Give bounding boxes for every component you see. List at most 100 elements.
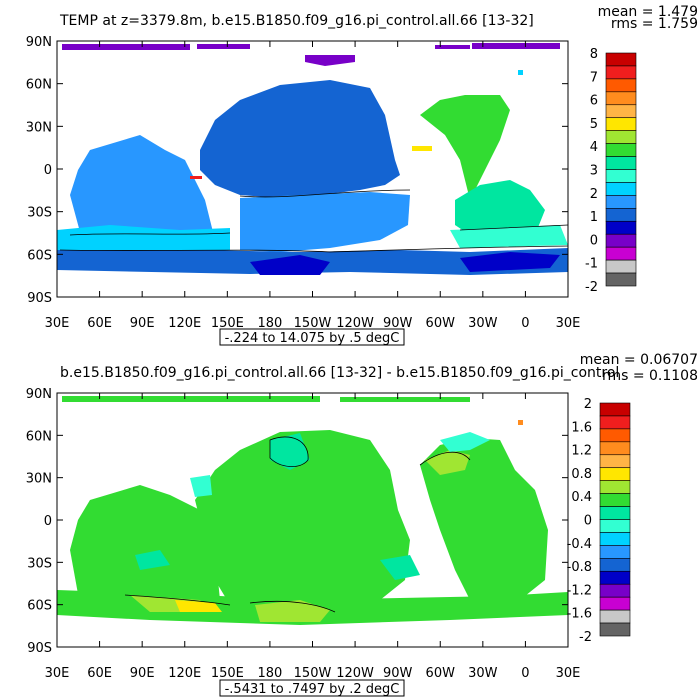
colorbar-label: 2 bbox=[584, 397, 592, 412]
lat-label: 90N bbox=[26, 35, 52, 50]
colorbar-swatch bbox=[599, 428, 631, 443]
lat-label: 60N bbox=[26, 429, 52, 444]
spot-2 bbox=[190, 176, 202, 179]
panel-2-map bbox=[57, 396, 568, 625]
warm-patch-3 bbox=[255, 600, 330, 622]
lat-label: 30N bbox=[26, 472, 52, 487]
spot-1 bbox=[518, 70, 523, 75]
panel-2-ticks bbox=[56, 392, 569, 648]
colorbar-swatch bbox=[599, 493, 631, 507]
panel-2: b.e15.B1850.f09_g16.pi_control.all.66 [1… bbox=[26, 352, 698, 697]
lon-label: 60E bbox=[87, 666, 112, 681]
colorbar-swatch bbox=[605, 220, 637, 235]
lat-label: 90N bbox=[26, 387, 52, 402]
arctic-strip bbox=[62, 396, 470, 402]
colorbar-swatch bbox=[599, 506, 631, 520]
colorbar-swatch bbox=[599, 622, 631, 637]
panel-2-rms: rms = 0.1108 bbox=[602, 368, 698, 384]
colorbar-label: 8 bbox=[590, 47, 598, 62]
colorbar-swatch bbox=[599, 519, 631, 533]
panel-2-lat-labels: 90N 60N 30N 0 30S 60S 90S bbox=[26, 387, 52, 656]
lon-label: 120W bbox=[336, 666, 374, 681]
colorbar-swatch bbox=[605, 182, 637, 196]
lat-label: 30S bbox=[27, 556, 52, 571]
colorbar-swatch bbox=[599, 454, 631, 469]
atlantic-south-band bbox=[450, 225, 568, 248]
colorbar-swatch bbox=[605, 91, 637, 106]
lon-label: 30W bbox=[468, 666, 498, 681]
colorbar-label: 2 bbox=[590, 187, 598, 202]
cool-patch-2 bbox=[190, 432, 490, 497]
colorbar-label: 0 bbox=[584, 514, 592, 529]
lon-label: 30E bbox=[556, 316, 581, 331]
lon-label: 150W bbox=[294, 316, 332, 331]
colorbar-swatch bbox=[599, 480, 631, 494]
colorbar-label: 1.2 bbox=[571, 444, 592, 459]
panel-1-lon-labels: 30E 60E 90E 120E 150E 180 150W 120W 90W 60W 30W 0 30… bbox=[45, 316, 581, 331]
colorbar-swatch bbox=[605, 117, 637, 131]
warm-patch-1 bbox=[130, 450, 470, 612]
lon-label: 60W bbox=[426, 666, 456, 681]
colorbar-swatch bbox=[599, 467, 631, 481]
indian-ocean bbox=[70, 485, 220, 605]
panel-2-lon-labels: 30E 60E 90E 120E 150E 180 150W 120W 90W 60W 30W 0 30… bbox=[45, 666, 581, 681]
warm-patch-2 bbox=[175, 600, 222, 612]
north-pacific bbox=[200, 80, 400, 198]
lat-label: 30N bbox=[26, 120, 52, 135]
panel-1-lat-labels: 90N 60N 30N 0 30S 60S 90S bbox=[26, 35, 52, 306]
colorbar-swatch bbox=[599, 558, 631, 572]
contour-lines bbox=[59, 189, 568, 253]
colorbar-swatch bbox=[599, 609, 631, 624]
panel-1-mean: mean = 1.479 bbox=[598, 4, 698, 20]
contour-lines bbox=[124, 436, 471, 613]
colorbar-label: 6 bbox=[590, 94, 598, 109]
spot-1 bbox=[518, 420, 523, 425]
lon-label: 150E bbox=[211, 316, 244, 331]
colorbar-label: -1 bbox=[585, 257, 598, 272]
lat-label: 90S bbox=[27, 641, 52, 656]
south-atlantic bbox=[455, 180, 545, 238]
colorbar-label: -2 bbox=[585, 280, 598, 295]
lat-label: 90S bbox=[27, 291, 52, 306]
colorbar-swatch bbox=[599, 441, 631, 456]
north-atlantic bbox=[420, 95, 510, 200]
colorbar-swatch bbox=[599, 532, 631, 546]
colorbar-swatch bbox=[605, 246, 637, 261]
panel-2-colorbar: 2 1.6 1.2 0.8 0.4 0 -0.4 -0.8 -1.2 -1.6 -2 bbox=[567, 397, 631, 645]
panel-2-mean: mean = 0.06707 bbox=[580, 352, 698, 368]
panel-2-range-box bbox=[219, 679, 405, 697]
colorbar-label: 1.6 bbox=[571, 420, 592, 435]
indian-ocean-deep bbox=[57, 225, 230, 252]
colorbar-label: -1.6 bbox=[567, 607, 592, 622]
lon-label: 30W bbox=[468, 316, 498, 331]
lat-label: 0 bbox=[44, 163, 52, 178]
lon-label: 0 bbox=[521, 666, 529, 681]
colorbar-swatch bbox=[605, 104, 637, 119]
panel-1-map bbox=[57, 43, 568, 275]
deep-trough bbox=[250, 252, 560, 275]
lon-label: 180 bbox=[258, 666, 283, 681]
colorbar-swatch bbox=[605, 259, 637, 274]
colorbar-label: -0.8 bbox=[567, 560, 592, 575]
lon-label: 90W bbox=[383, 316, 413, 331]
south-pacific bbox=[240, 192, 410, 252]
atlantic bbox=[420, 438, 548, 600]
lon-label: 30E bbox=[45, 316, 70, 331]
cool-patch-1 bbox=[135, 433, 420, 580]
colorbar-swatch bbox=[605, 208, 637, 222]
lat-label: 30S bbox=[27, 206, 52, 221]
colorbar-label: 7 bbox=[590, 70, 598, 85]
panel-2-range-label: -.5431 to .7497 by .2 degC bbox=[225, 682, 400, 697]
colorbar-label: 5 bbox=[590, 117, 598, 132]
colorbar-label: 1 bbox=[590, 210, 598, 225]
lat-label: 60S bbox=[27, 248, 52, 263]
lon-label: 30E bbox=[45, 666, 70, 681]
colorbar-swatch bbox=[605, 156, 637, 170]
colorbar-swatch bbox=[605, 272, 637, 287]
lon-label: 120E bbox=[168, 666, 201, 681]
colorbar-swatch bbox=[605, 52, 637, 67]
colorbar-swatch bbox=[599, 415, 631, 430]
colorbar-swatch bbox=[605, 130, 637, 144]
lon-label: 90E bbox=[130, 316, 155, 331]
